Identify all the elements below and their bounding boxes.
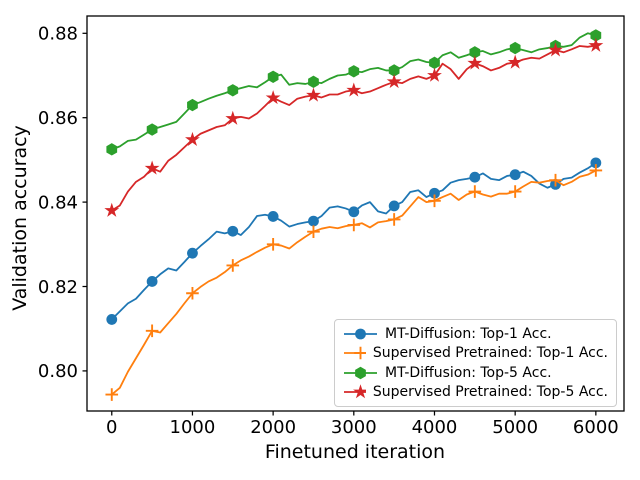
x-tick-label: 2000 bbox=[250, 417, 296, 438]
y-tick-label: 0.88 bbox=[38, 24, 78, 45]
circle-marker bbox=[227, 225, 239, 237]
star-marker bbox=[185, 131, 200, 146]
hexagon-marker bbox=[429, 56, 440, 70]
x-axis-label: Finetuned iteration bbox=[264, 441, 446, 463]
plus-marker bbox=[226, 259, 240, 272]
hexagon-marker bbox=[469, 46, 481, 59]
star-marker bbox=[353, 384, 366, 399]
y-tick-label: 0.86 bbox=[38, 108, 78, 129]
star-marker bbox=[427, 67, 442, 82]
y-tick-label: 0.80 bbox=[38, 361, 78, 382]
plus-marker bbox=[186, 286, 199, 300]
hexagon-marker bbox=[509, 41, 521, 55]
x-tick-label: 6000 bbox=[573, 417, 619, 438]
plus-marker bbox=[266, 238, 280, 251]
series-group bbox=[104, 29, 604, 401]
x-tick-label: 5000 bbox=[492, 417, 538, 438]
x-tick-label: 4000 bbox=[412, 417, 458, 438]
legend-label: Supervised Pretrained: Top-1 Acc. bbox=[372, 345, 608, 362]
series-markers-2 bbox=[106, 29, 602, 156]
legend-label: MT-Diffusion: Top-5 Acc. bbox=[385, 364, 552, 381]
plus-marker bbox=[589, 164, 603, 177]
star-marker bbox=[548, 42, 563, 57]
legend-item: MT-Diffusion: Top-5 Acc. bbox=[343, 363, 608, 382]
hexagon-marker bbox=[146, 123, 158, 136]
legend-item: MT-Diffusion: Top-1 Acc. bbox=[343, 324, 608, 343]
hexagon-marker bbox=[106, 143, 118, 156]
star-marker bbox=[467, 55, 483, 70]
circle-marker bbox=[429, 187, 440, 199]
circle-marker bbox=[308, 215, 319, 227]
star-marker bbox=[346, 82, 362, 97]
star-marker bbox=[104, 202, 120, 217]
hexagon-marker bbox=[227, 84, 239, 97]
plus-marker bbox=[105, 388, 119, 401]
circle-marker bbox=[355, 328, 366, 340]
legend-sample-circle bbox=[344, 328, 377, 340]
star-marker bbox=[225, 110, 241, 125]
hexagon-marker bbox=[308, 75, 319, 89]
legend-sample-hexagon bbox=[344, 366, 377, 379]
legend: MT-Diffusion: Top-1 Acc. Supervised Pretr… bbox=[334, 319, 617, 407]
circle-marker bbox=[388, 200, 400, 212]
circle-marker bbox=[106, 314, 118, 325]
hexagon-marker bbox=[355, 366, 366, 379]
circle-marker bbox=[469, 171, 481, 183]
plus-marker bbox=[307, 225, 320, 238]
hexagon-marker bbox=[388, 64, 400, 77]
x-tick-label: 3000 bbox=[331, 417, 377, 438]
plus-marker bbox=[387, 213, 401, 226]
circle-marker bbox=[146, 276, 158, 287]
hexagon-marker bbox=[267, 70, 279, 83]
plus-marker bbox=[508, 185, 522, 198]
legend-label: Supervised Pretrained: Top-5 Acc. bbox=[372, 384, 608, 401]
plus-marker bbox=[145, 324, 159, 338]
circle-marker bbox=[509, 169, 521, 181]
series-markers-3 bbox=[104, 37, 604, 217]
y-axis-label: Validation accuracy bbox=[9, 125, 31, 311]
legend-sample-plus bbox=[344, 346, 366, 360]
circle-marker bbox=[187, 247, 198, 259]
y-tick-label: 0.84 bbox=[38, 192, 78, 213]
circle-marker bbox=[590, 157, 602, 169]
plot-border bbox=[86, 15, 625, 412]
legend-item: Supervised Pretrained: Top-5 Acc. bbox=[343, 383, 608, 402]
hexagon-marker bbox=[590, 29, 602, 42]
x-tick-label: 0 bbox=[106, 417, 117, 438]
star-marker bbox=[144, 160, 160, 175]
hexagon-marker bbox=[348, 65, 360, 78]
star-marker bbox=[507, 54, 523, 69]
legend-label: MT-Diffusion: Top-1 Acc. bbox=[385, 325, 552, 342]
legend-item: Supervised Pretrained: Top-1 Acc. bbox=[343, 344, 608, 363]
star-marker bbox=[588, 37, 604, 52]
y-tick-label: 0.82 bbox=[38, 277, 78, 298]
plus-marker bbox=[428, 194, 441, 208]
star-marker bbox=[306, 87, 321, 102]
legend-sample-star bbox=[344, 384, 366, 399]
x-tick-label: 1000 bbox=[170, 417, 216, 438]
star-marker bbox=[386, 74, 402, 89]
plus-marker bbox=[354, 346, 366, 360]
star-marker bbox=[265, 90, 281, 105]
axis-ticks: 0 1000 2000 3000 4000 5000 6000 0.80 0.82 0.84 0.8… bbox=[38, 24, 619, 438]
series-markers-0 bbox=[106, 157, 602, 325]
series-markers-1 bbox=[105, 164, 603, 401]
circle-marker bbox=[348, 206, 360, 218]
circle-marker bbox=[267, 211, 279, 222]
plus-marker bbox=[347, 218, 361, 232]
plus-marker bbox=[468, 185, 482, 198]
plus-marker bbox=[549, 173, 562, 187]
hexagon-marker bbox=[187, 98, 198, 112]
